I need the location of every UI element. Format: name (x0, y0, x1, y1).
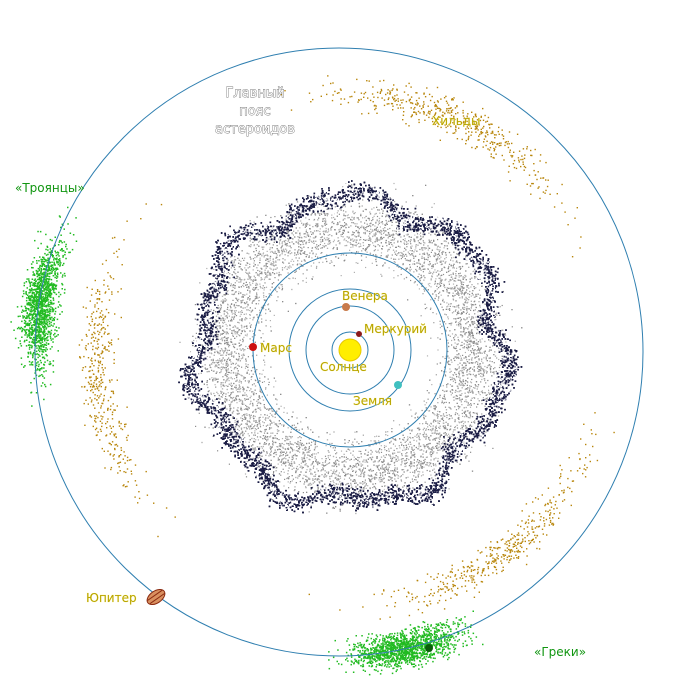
venus-label: Венера (342, 289, 388, 303)
earth-icon (394, 381, 402, 389)
belt-label-line-2: пояс (239, 104, 270, 119)
jupiter-label: Юпитер (86, 591, 137, 605)
hildas-label: Хильды (432, 114, 481, 128)
mars-icon (249, 343, 257, 351)
jupiter-icon (144, 586, 167, 607)
earth-label: Земля (353, 394, 392, 408)
greeks-label: «Греки» (534, 645, 586, 659)
asteroid-dots (10, 75, 614, 675)
sun-label: Солнце (320, 360, 367, 374)
belt-label-line-1: Главный (225, 86, 284, 101)
mars-label: Марс (260, 341, 292, 355)
sun-icon (339, 339, 361, 361)
belt-label-line-3: астероидов (215, 122, 295, 137)
trojans-label: «Троянцы» (15, 181, 85, 195)
lagrange-l4-marker (425, 644, 433, 652)
mercury-label: Меркурий (364, 322, 427, 336)
mercury-icon (356, 331, 362, 337)
labels: Главный пояс астероидов Хильды «Троянцы»… (15, 86, 586, 659)
venus-icon (342, 303, 350, 311)
